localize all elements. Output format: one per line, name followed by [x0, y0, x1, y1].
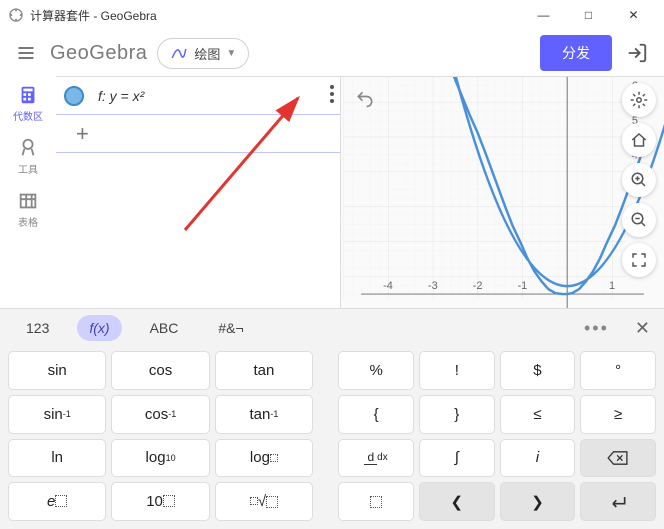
rail-label-algebra: 代数区	[13, 108, 43, 123]
home-button[interactable]	[622, 123, 656, 157]
logo: GeoGebra	[50, 42, 147, 65]
key-log10[interactable]: log10	[111, 439, 209, 478]
algebra-panel: f: y = x² +	[56, 76, 340, 308]
rail-item-tools[interactable]: 工具	[17, 137, 39, 176]
key-le[interactable]: ≤	[500, 395, 576, 434]
keyboard-grid: sin cos tan % ! $ ° sin-1 cos-1 tan-1 { …	[0, 347, 664, 529]
key-ln[interactable]: ln	[8, 439, 106, 478]
key-backspace[interactable]	[580, 439, 656, 478]
undo-button[interactable]	[351, 85, 379, 113]
key-rbrace[interactable]: }	[419, 395, 495, 434]
key-tan[interactable]: tan	[215, 351, 313, 390]
virtual-keyboard: 123 f(x) ABC #&¬ ••• ✕ sin cos tan % ! $…	[0, 308, 664, 529]
mode-label: 绘图	[194, 44, 220, 63]
key-integral[interactable]: ∫	[419, 439, 495, 478]
kb-close-button[interactable]: ✕	[635, 318, 650, 339]
keyboard-tabs: 123 f(x) ABC #&¬ ••• ✕	[0, 309, 664, 347]
svg-text:-4: -4	[383, 280, 393, 292]
key-dollar[interactable]: $	[500, 351, 576, 390]
kb-more-button[interactable]: •••	[584, 318, 609, 339]
app-icon	[8, 7, 24, 23]
window-close-button[interactable]: ✕	[611, 0, 656, 30]
fullscreen-button[interactable]	[622, 243, 656, 277]
window-minimize-button[interactable]: —	[521, 0, 566, 30]
key-derivative[interactable]: ddx	[338, 439, 414, 478]
left-rail: 代数区 工具 表格	[0, 76, 56, 308]
key-degree[interactable]: °	[580, 351, 656, 390]
key-lbrace[interactable]: {	[338, 395, 414, 434]
svg-text:-2: -2	[473, 280, 483, 292]
rail-label-tables: 表格	[18, 214, 38, 229]
kb-tab-abc[interactable]: ABC	[138, 315, 191, 341]
key-enter[interactable]	[580, 482, 656, 521]
window-title: 计算器套件 - GeoGebra	[30, 7, 157, 24]
svg-text:-1: -1	[518, 280, 528, 292]
key-percent[interactable]: %	[338, 351, 414, 390]
share-button[interactable]: 分发	[540, 35, 612, 71]
main-toolbar: GeoGebra 绘图 ▼ 分发	[0, 30, 664, 76]
kb-tab-fx[interactable]: f(x)	[77, 315, 121, 341]
key-sin[interactable]: sin	[8, 351, 106, 390]
key-logb[interactable]: log	[215, 439, 313, 478]
kb-tab-123[interactable]: 123	[14, 315, 61, 341]
key-ge[interactable]: ≥	[580, 395, 656, 434]
key-i[interactable]: i	[500, 439, 576, 478]
chevron-down-icon: ▼	[226, 48, 236, 59]
row-menu-button[interactable]	[330, 85, 334, 103]
add-icon: +	[64, 121, 89, 147]
key-exp[interactable]: e	[8, 482, 106, 521]
svg-text:-3: -3	[428, 280, 438, 292]
zoom-in-button[interactable]	[622, 163, 656, 197]
key-acos[interactable]: cos-1	[111, 395, 209, 434]
window-maximize-button[interactable]: □	[566, 0, 611, 30]
visibility-toggle[interactable]	[64, 86, 84, 106]
svg-text:1: 1	[609, 280, 615, 292]
graph-mode-icon	[170, 43, 188, 64]
key-factorial[interactable]: !	[419, 351, 495, 390]
add-expression-row[interactable]: +	[56, 115, 340, 153]
key-asin[interactable]: sin-1	[8, 395, 106, 434]
expression-text: f: y = x²	[98, 88, 144, 104]
rail-label-tools: 工具	[18, 161, 38, 176]
key-atan[interactable]: tan-1	[215, 395, 313, 434]
graph-canvas: -4 -3 -2 -1 1 1 2 3 4 5 6	[341, 77, 664, 308]
settings-button[interactable]	[622, 83, 656, 117]
login-button[interactable]	[622, 38, 652, 68]
rail-item-tables[interactable]: 表格	[17, 190, 39, 229]
key-cos[interactable]: cos	[111, 351, 209, 390]
key-left[interactable]: ❮	[419, 482, 495, 521]
mode-selector[interactable]: 绘图 ▼	[157, 38, 249, 69]
key-ans[interactable]	[338, 482, 414, 521]
main-area: 代数区 工具 表格 f: y = x² +	[0, 76, 664, 308]
rail-item-algebra[interactable]: 代数区	[13, 84, 43, 123]
menu-button[interactable]	[12, 39, 40, 67]
titlebar: 计算器套件 - GeoGebra — □ ✕	[0, 0, 664, 30]
zoom-out-button[interactable]	[622, 203, 656, 237]
key-right[interactable]: ❯	[500, 482, 576, 521]
graph-toolbar	[622, 83, 656, 277]
kb-tab-sym[interactable]: #&¬	[206, 315, 255, 341]
key-pow10[interactable]: 10	[111, 482, 209, 521]
key-nthroot[interactable]: √	[215, 482, 313, 521]
algebra-row[interactable]: f: y = x²	[56, 77, 340, 115]
graph-panel[interactable]: -4 -3 -2 -1 1 1 2 3 4 5 6	[340, 76, 664, 308]
